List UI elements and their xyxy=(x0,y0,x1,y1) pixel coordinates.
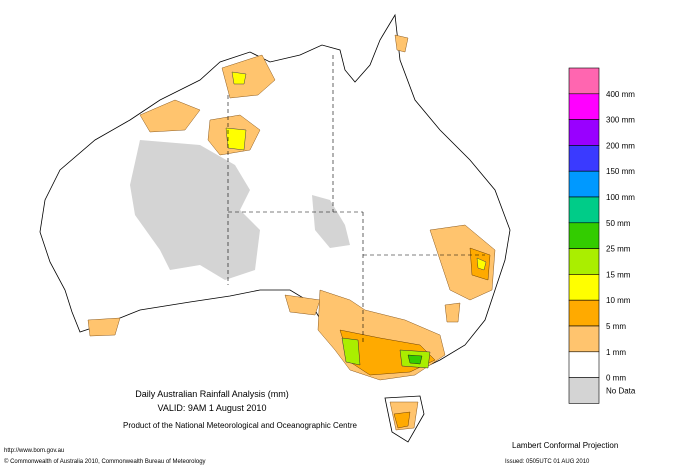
legend-swatch xyxy=(568,67,600,95)
legend-swatch xyxy=(568,93,600,120)
map xyxy=(39,13,511,443)
legend: 400 mm 300 mm 200 mm 150 mm 100 mm 50 mm 25 mm… xyxy=(568,67,636,404)
legend-swatch xyxy=(568,170,600,198)
legend-label: 10 mm xyxy=(606,296,631,305)
legend-label: 300 mm xyxy=(606,116,635,125)
legend-label: 50 mm xyxy=(606,219,631,228)
rain-area xyxy=(341,337,361,366)
legend-label: 100 mm xyxy=(606,193,635,202)
legend-label: 0 mm xyxy=(606,374,626,383)
valid-time: VALID: 9AM 1 August 2010 xyxy=(158,403,267,413)
issued: Issued: 0505UTC 01 AUG 2010 xyxy=(505,459,590,465)
legend-swatch xyxy=(568,145,600,172)
legend-label: 400 mm xyxy=(606,90,635,99)
legend-label: 200 mm xyxy=(606,141,635,150)
copyright: © Commonwealth of Australia 2010, Common… xyxy=(4,458,206,465)
legend-swatch xyxy=(568,248,600,275)
legend-label: 150 mm xyxy=(606,167,635,176)
product-note: Product of the National Meteorological a… xyxy=(123,421,357,430)
rain-area xyxy=(407,354,423,365)
legend-label: 15 mm xyxy=(606,270,631,279)
rain-area xyxy=(284,294,321,316)
no-data-area xyxy=(312,195,350,248)
legend-label: No Data xyxy=(606,387,636,396)
map-title: Daily Australian Rainfall Analysis (mm) xyxy=(135,389,289,399)
rain-area xyxy=(139,99,201,133)
rain-area xyxy=(444,302,461,323)
legend-label: 1 mm xyxy=(606,348,626,357)
legend-swatch xyxy=(568,196,600,224)
rain-area xyxy=(429,224,496,301)
mainland xyxy=(39,13,511,379)
legend-swatch xyxy=(568,351,600,378)
legend-label: 5 mm xyxy=(606,322,626,331)
legend-swatch xyxy=(568,119,600,146)
rain-area xyxy=(393,411,411,429)
legend-label: 25 mm xyxy=(606,245,631,254)
rain-area xyxy=(394,34,409,53)
legend-swatch xyxy=(568,222,600,249)
rain-area xyxy=(476,257,487,271)
projection: Lambert Conformal Projection xyxy=(512,441,618,450)
rain-area xyxy=(221,54,276,99)
rain-area xyxy=(231,71,247,85)
rain-area xyxy=(225,127,247,151)
legend-swatch xyxy=(568,377,600,404)
legend-swatch xyxy=(568,299,600,327)
url: http://www.bom.gov.au xyxy=(4,448,64,454)
state-border xyxy=(227,55,485,345)
rain-area xyxy=(87,317,121,337)
legend-swatch xyxy=(568,274,600,301)
no-data-area xyxy=(130,140,260,280)
legend-swatch xyxy=(568,325,600,353)
